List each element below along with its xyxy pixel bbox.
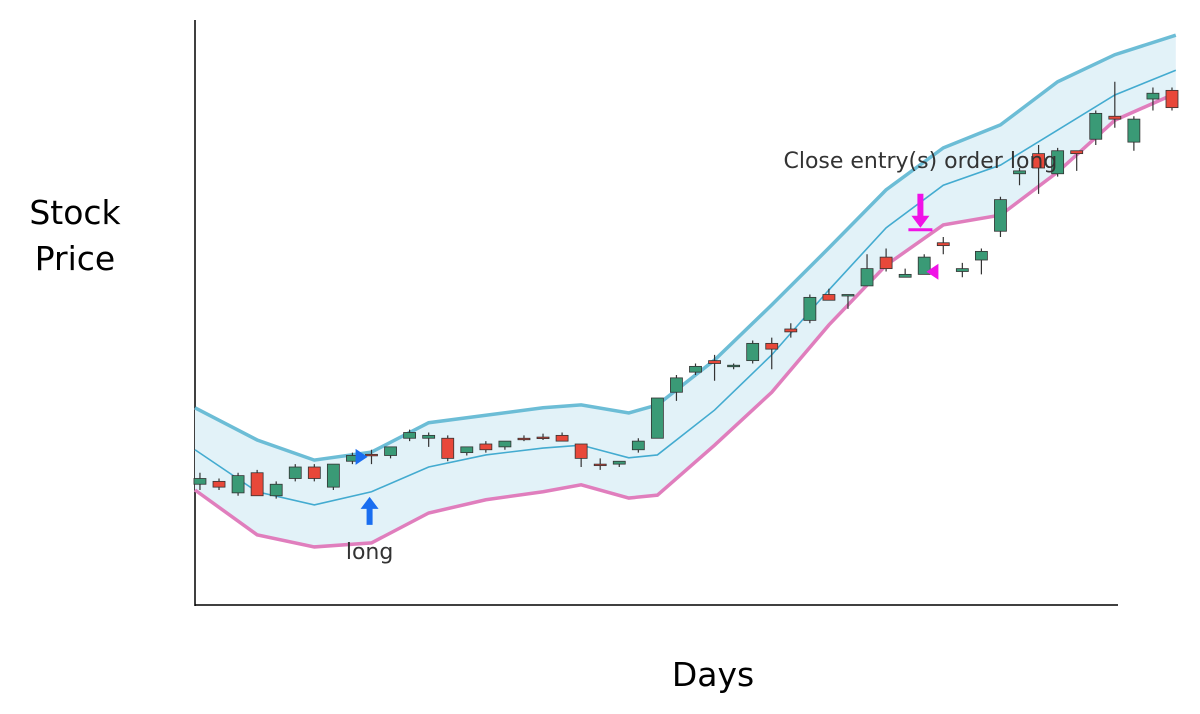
candle-body [498, 440, 512, 448]
candle-body [631, 440, 645, 451]
candle-body [1146, 92, 1160, 100]
candle-body [326, 463, 340, 488]
signal-label: long [346, 540, 393, 565]
candle-body [765, 342, 779, 350]
band-line [194, 69, 1177, 506]
candle-body [1089, 112, 1103, 140]
y-axis-label: Stock Price [29, 193, 121, 278]
candle-body [307, 466, 321, 479]
candle-body [784, 328, 798, 333]
candle-body [365, 453, 378, 457]
candle-body [593, 463, 607, 467]
candle-body [936, 242, 950, 247]
candle-body [212, 480, 226, 488]
candle-body [460, 446, 474, 454]
candle-body [479, 443, 493, 451]
candle-body [1051, 150, 1065, 175]
candle-body [574, 443, 588, 459]
candle-body [288, 466, 302, 479]
candle-body [1127, 118, 1141, 143]
candle-body [689, 365, 702, 373]
candle-body [860, 268, 874, 287]
candle-body [994, 199, 1007, 232]
candle-body [1032, 153, 1045, 169]
signal-marker [926, 263, 939, 280]
signal-arrow [360, 496, 379, 525]
plot [193, 33, 1179, 549]
candle-body [727, 364, 741, 368]
band-fill [195, 35, 1176, 547]
candle-body [974, 250, 988, 261]
candle-body [822, 294, 836, 301]
x-axis-label: Days [671, 655, 755, 694]
candle-body [1165, 89, 1179, 109]
candle-body [231, 475, 245, 494]
candle-body [1070, 150, 1084, 155]
candle-body [384, 446, 397, 456]
candle-body [803, 296, 817, 321]
signal-marker [355, 448, 368, 465]
candle-body [917, 256, 931, 275]
candle-body [670, 377, 683, 393]
candle-body [708, 360, 721, 364]
candle-body [1108, 115, 1122, 120]
candle-body [898, 273, 912, 278]
candle-body [441, 437, 455, 459]
candle-body [269, 483, 283, 497]
candle-body [403, 432, 417, 439]
candle-body [517, 437, 531, 441]
candle-body [955, 268, 969, 272]
signal-label: Close entry(s) order long [783, 149, 1057, 174]
candle-body [555, 434, 569, 442]
candle-body [879, 256, 893, 270]
candle-body [746, 342, 760, 362]
signal-arrow [911, 193, 930, 228]
candle-body [841, 294, 855, 297]
candle-body [612, 460, 626, 465]
candle-body [250, 472, 264, 497]
candle-body [536, 436, 550, 440]
candle-body [422, 434, 436, 439]
candle-body [650, 397, 664, 439]
candle-body [193, 478, 207, 485]
candle-body [1013, 170, 1026, 175]
